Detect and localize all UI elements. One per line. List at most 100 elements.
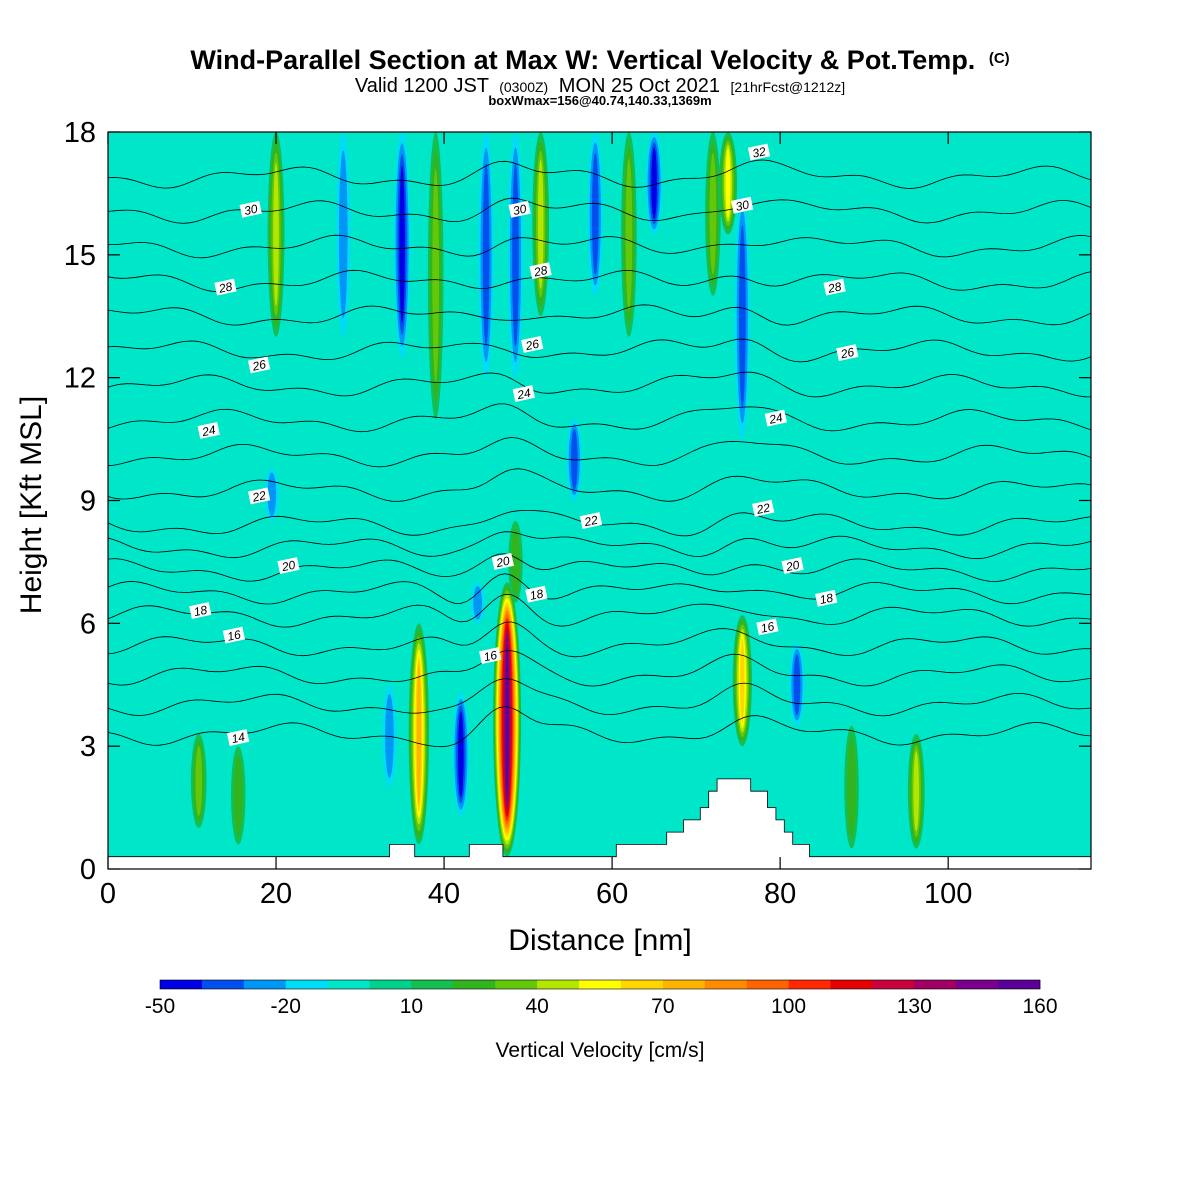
isentrope-line <box>108 573 1091 605</box>
contour-label: 18 <box>525 585 548 603</box>
contour-label-text: 28 <box>532 263 549 280</box>
x-tick-label: 40 <box>428 878 460 910</box>
velocity-contour-band <box>793 654 801 716</box>
contour-label-text: 24 <box>767 410 784 427</box>
chart-title-main: Wind-Parallel Section at Max W: Vertical… <box>190 45 975 75</box>
colorbar-swatch <box>914 980 957 989</box>
contour-label-text: 14 <box>230 730 246 747</box>
contour-label-box <box>226 729 250 746</box>
contour-label: 16 <box>756 618 779 636</box>
velocity-plume <box>231 746 246 845</box>
velocity-plume <box>393 132 411 358</box>
isentrope-line <box>108 678 1091 717</box>
contour-label-box <box>756 618 779 636</box>
colorbar-swatch <box>537 980 580 989</box>
chart-subtitle-fcst: [21hrFcst@1212z] <box>731 79 846 95</box>
y-tick-label: 6 <box>80 608 96 640</box>
contour-label-text: 28 <box>826 279 843 296</box>
contour-label: 26 <box>521 335 544 354</box>
isentrope-line <box>108 706 1091 748</box>
velocity-plume <box>478 132 494 378</box>
colorbar-tick-label: -20 <box>271 995 301 1018</box>
contour-label-text: 30 <box>512 201 528 218</box>
velocity-contour-band <box>273 162 279 307</box>
plot-area: 14 16 16 16 18 18 18 20 20 20 22 22 22 24 24 24 26 26 26 28… <box>108 132 1091 869</box>
y-tick-label: 12 <box>64 363 96 395</box>
velocity-contour-band <box>625 158 633 311</box>
colorbar-tick-label: 70 <box>651 995 674 1018</box>
velocity-contour-band <box>482 163 490 347</box>
contour-label-box <box>579 512 603 529</box>
x-tick-label: 100 <box>924 878 972 910</box>
y-tick-label: 18 <box>64 117 96 149</box>
isentrope-line <box>108 437 1091 468</box>
contour-label: 26 <box>247 356 271 374</box>
contour-label: 20 <box>491 552 514 571</box>
contour-label-box <box>491 552 514 570</box>
chart-subtitle-utc: (0300Z) <box>499 79 548 95</box>
velocity-plume <box>452 692 470 816</box>
contour-label: 20 <box>277 557 300 574</box>
x-axis-label: Distance [nm] <box>508 924 691 957</box>
isentrope-line <box>108 338 1091 363</box>
contour-label-box <box>277 557 300 574</box>
velocity-contour-band <box>913 751 920 832</box>
contour-label-box <box>529 262 552 280</box>
velocity-contour-band <box>505 638 509 801</box>
chart-subtitle-valid: Valid 1200 JST <box>355 75 489 97</box>
x-tick-label: 0 <box>100 878 116 910</box>
velocity-plume <box>621 132 637 337</box>
colorbar-swatch <box>788 980 831 989</box>
isentrope-line <box>108 468 1091 502</box>
contour-label: 18 <box>815 589 838 607</box>
velocity-contour-band <box>738 225 746 408</box>
contour-label-box <box>823 278 846 296</box>
isentrope-line <box>108 269 1091 292</box>
velocity-plume <box>493 582 522 857</box>
contour-label-text: 20 <box>494 554 511 571</box>
velocity-contour-band <box>385 693 394 778</box>
velocity-plume <box>789 643 805 726</box>
colorbar-swatch <box>411 980 454 989</box>
contour-label-text: 22 <box>754 500 771 517</box>
contour-label: 22 <box>579 512 603 530</box>
colorbar-label: Vertical Velocity [cm/s] <box>496 1039 705 1062</box>
contour-label-box <box>479 647 502 665</box>
colorbar-swatch <box>872 980 915 989</box>
isentrope-line <box>108 234 1091 259</box>
contour-label-box <box>781 557 804 574</box>
colorbar-tick-label: -50 <box>145 995 175 1018</box>
contour-label-box <box>764 409 787 427</box>
colorbar-tick-label: 160 <box>1022 995 1057 1018</box>
velocity-plume <box>532 132 550 317</box>
contour-label-text: 16 <box>226 627 242 644</box>
contour-label-text: 22 <box>582 513 599 530</box>
contour-label-text: 24 <box>515 386 532 403</box>
contour-label: 28 <box>529 262 552 280</box>
contour-label-text: 18 <box>192 603 208 620</box>
contour-label: 28 <box>823 278 846 296</box>
x-tick-label: 20 <box>260 878 292 910</box>
isentrope-line <box>108 593 1091 628</box>
contour-label-box <box>525 585 548 603</box>
velocity-contour-band <box>570 429 578 490</box>
contour-label-box <box>197 421 220 439</box>
y-tick-label: 9 <box>80 486 96 518</box>
velocity-plume <box>408 623 430 845</box>
contour-label-text: 24 <box>200 423 217 440</box>
colorbar-tick-label: 100 <box>771 995 806 1018</box>
velocity-plume <box>566 418 583 501</box>
contour-label-box <box>508 200 531 218</box>
contour-label-text: 26 <box>523 337 540 354</box>
contour-label-text: 18 <box>529 586 545 603</box>
colorbar-tick-label: 10 <box>400 995 423 1018</box>
velocity-contour-band <box>740 637 745 724</box>
contour-label: 22 <box>752 499 775 517</box>
colorbar-swatch <box>662 980 706 989</box>
contour-label-box <box>239 200 262 218</box>
velocity-contour-band <box>432 168 440 382</box>
y-tick-label: 15 <box>64 240 96 272</box>
contour-labels: 14 16 16 16 18 18 18 20 20 20 22 22 22 24 24 24 26 26 26 28… <box>189 143 859 747</box>
velocity-contour-band <box>195 745 203 816</box>
colorbar-swatch <box>243 980 287 989</box>
